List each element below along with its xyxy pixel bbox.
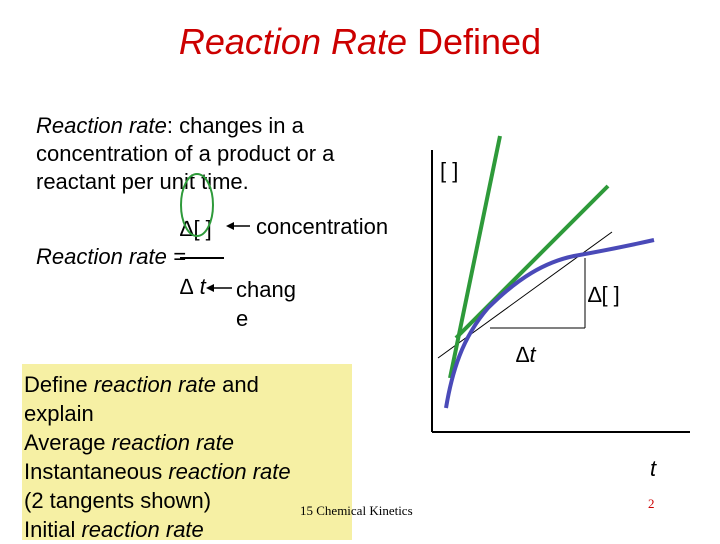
page-number: 2: [648, 496, 655, 511]
note-line: Define reaction rate and: [24, 372, 259, 397]
delta-t-label: ∆t: [516, 342, 536, 367]
note-line: Instantaneous reaction rate: [24, 459, 291, 484]
note-line: explain: [24, 401, 94, 426]
instantaneous-tangent-line: [454, 184, 610, 340]
denominator-arrow-head: [206, 284, 214, 292]
title-italic: Reaction Rate: [178, 21, 408, 62]
note-line: Initial reaction rate: [24, 517, 204, 542]
formula-lhs: Reaction rate =: [36, 244, 186, 269]
title-rest: Defined: [407, 21, 542, 62]
slide-title: Reaction Rate Defined: [0, 18, 720, 66]
formula-denominator: ∆ t: [180, 274, 206, 299]
highlight-circle: [180, 173, 214, 237]
x-axis-label: t: [650, 456, 657, 481]
secant-line: [437, 231, 613, 359]
y-axis-label: [ ]: [440, 158, 458, 183]
note-line: Average reaction rate: [24, 430, 234, 455]
footer-source: 15 Chemical Kinetics: [300, 503, 413, 518]
formula-denominator-label-1: chang: [236, 277, 296, 302]
definition-term: Reaction rate: [36, 113, 167, 138]
fraction-bar: [180, 257, 224, 259]
delta-conc-label: ∆[ ]: [588, 282, 620, 307]
definition-text: Reaction rate: changes in a concentratio…: [36, 112, 396, 196]
formula-denominator-label-2: e: [236, 306, 249, 331]
definition-body: : changes in a concentration of a produc…: [36, 113, 335, 194]
note-line: (2 tangents shown): [24, 488, 212, 513]
formula-numerator-label: concentration: [256, 214, 389, 239]
notes-box: [22, 364, 352, 540]
notes-list: Define reaction rate and explain Average…: [24, 370, 291, 544]
concentration-curve: [444, 238, 655, 409]
numerator-arrow-head: [226, 222, 234, 230]
